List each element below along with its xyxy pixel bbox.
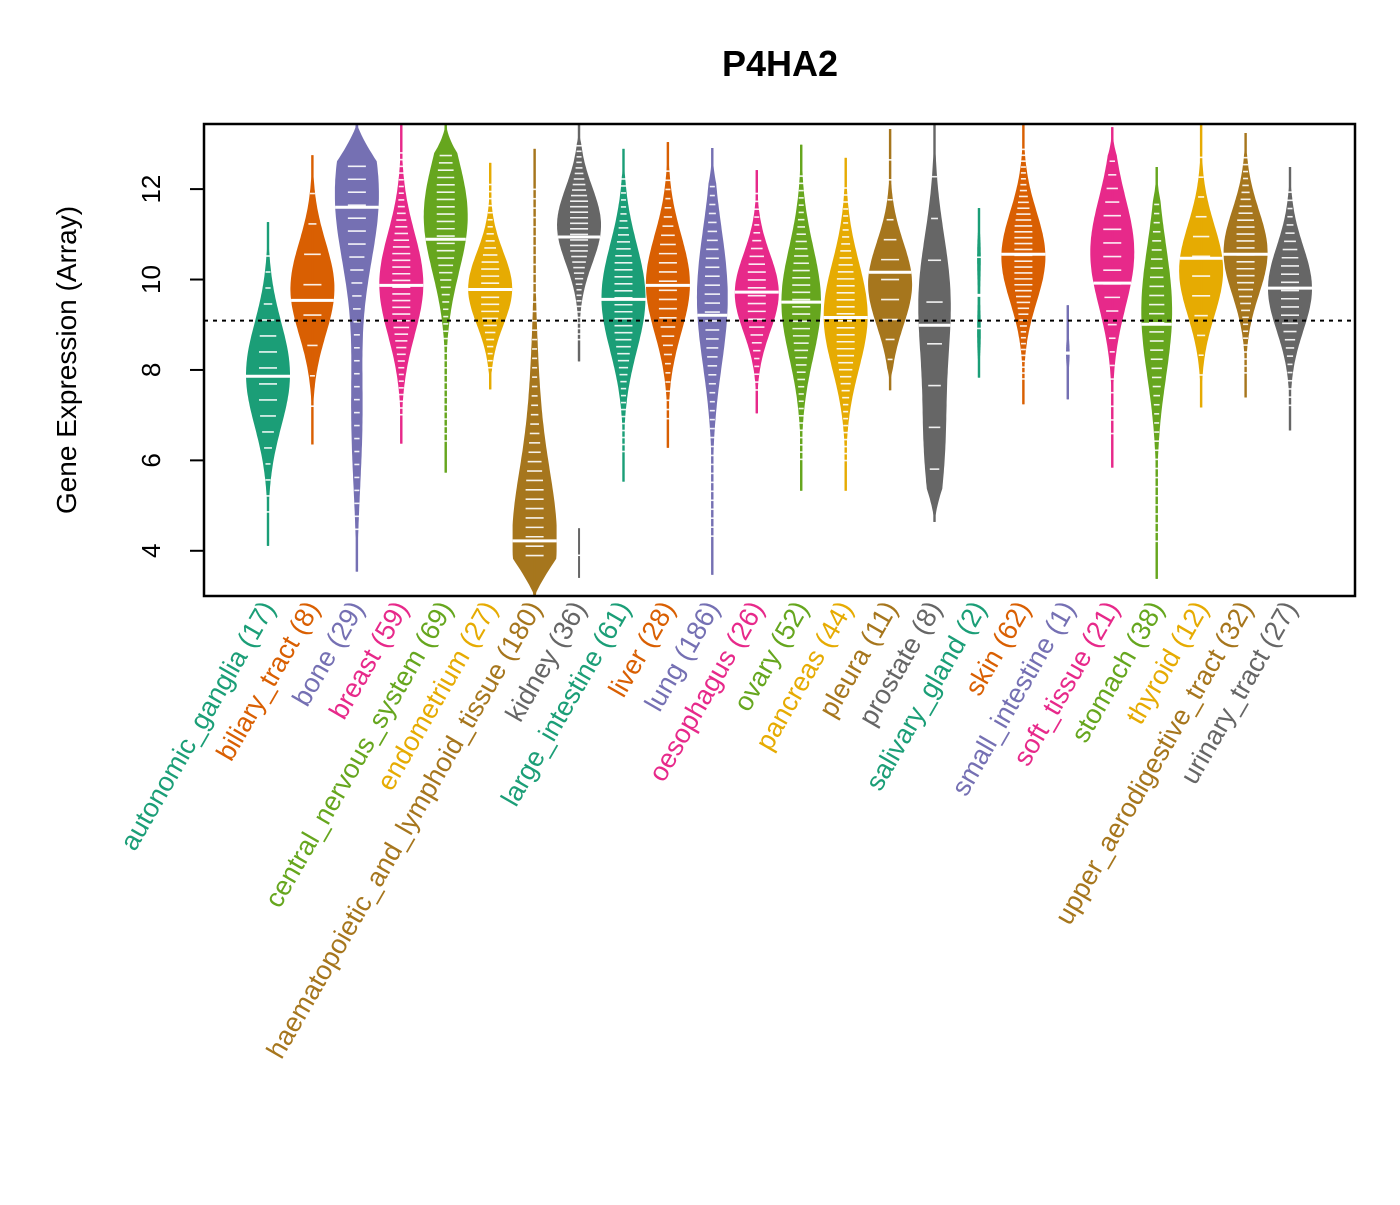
violin-thyroid [1179,124,1224,408]
violin-pleura [868,128,913,391]
violin-stomach [1141,166,1173,579]
violin-bone [334,124,379,572]
plot-frame [202,122,1357,598]
y-tick-label: 10 [136,265,166,294]
violin-kidney [557,124,601,578]
violin-salivary-gland [972,208,985,378]
y-axis-label: Gene Expression (Array) [51,206,82,514]
violin-small-intestine [1061,305,1074,400]
y-tick-label: 6 [136,453,166,467]
violin-breast [379,124,424,444]
violin-upper-aerodigestive-tract [1223,133,1268,398]
violin-large-intestine [601,148,646,482]
violin-skin [1001,124,1046,405]
violin-biliary-tract [290,155,335,445]
x-axis-labels: autonomic_ganglia (17)biliary_tract (8)b… [114,596,1303,1063]
violins-group [246,124,1312,596]
y-tick-label: 4 [136,544,166,558]
violin-autonomic-ganglia [246,222,290,546]
y-tick-label: 12 [136,175,166,204]
y-axis: 4 6 8 10 12 [136,175,204,558]
violin-liver [645,142,690,448]
y-tick-label: 8 [136,363,166,377]
violin-central-nervous-system [423,124,468,473]
violin-haematopoietic-and-lymphoid-tissue [512,148,557,596]
violin-oesophagus [734,170,779,414]
violin-soft-tissue [1090,127,1135,468]
violin-prostate [918,124,951,522]
violin-urinary-tract [1268,166,1312,431]
violin-ovary [781,144,822,491]
violin-endometrium [468,162,513,390]
violin-lung [696,147,728,575]
chart-title: P4HA2 [722,43,838,84]
violin-pancreas [823,157,868,491]
